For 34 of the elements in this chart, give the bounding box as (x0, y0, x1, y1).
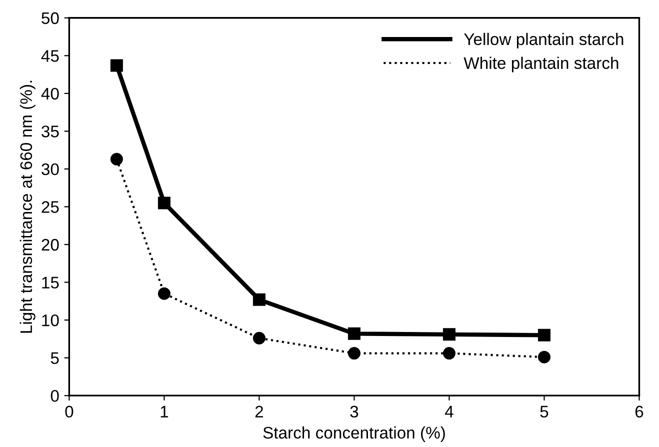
point (252, 332, 266, 344)
point (538, 328, 550, 342)
point (252, 293, 266, 306)
y-tick-label: 25 (42, 201, 59, 213)
point (348, 327, 360, 340)
y-tick-label: 40 (41, 88, 59, 100)
y-tick-label: 15 (42, 276, 59, 288)
y-axis-title: Light transmittance at 660 nm (%). (20, 80, 36, 333)
y-tick-label: 10 (42, 314, 59, 326)
x-tick-label: 6 (635, 406, 644, 418)
x-tick-label: 4 (444, 406, 454, 418)
y-tick-label: 5 (50, 352, 59, 364)
point (158, 196, 170, 210)
y-tick-label: 50 (42, 12, 59, 24)
legend-label: Yellow plantain starch (464, 32, 624, 48)
y-tick-label: 20 (42, 238, 59, 251)
point (110, 59, 123, 72)
point (110, 152, 123, 166)
point (442, 347, 456, 360)
point (442, 328, 456, 341)
x-tick-label: 1 (160, 406, 168, 418)
x-tick-label: 3 (350, 406, 358, 418)
x-tick-label: 5 (540, 406, 548, 418)
x-axis-title: Starch concentration (%) (263, 426, 445, 442)
legend-label: White plantain starch (464, 56, 618, 72)
x-tick-label: 2 (255, 406, 264, 418)
y-tick-label: 35 (42, 126, 59, 138)
point (538, 350, 550, 364)
x-tick-label: 0 (65, 406, 74, 418)
point (348, 347, 360, 360)
y-tick-label: 30 (42, 163, 59, 176)
point (158, 287, 170, 300)
y-tick-label: 45 (41, 50, 59, 62)
y-tick-label: 0 (50, 390, 59, 402)
